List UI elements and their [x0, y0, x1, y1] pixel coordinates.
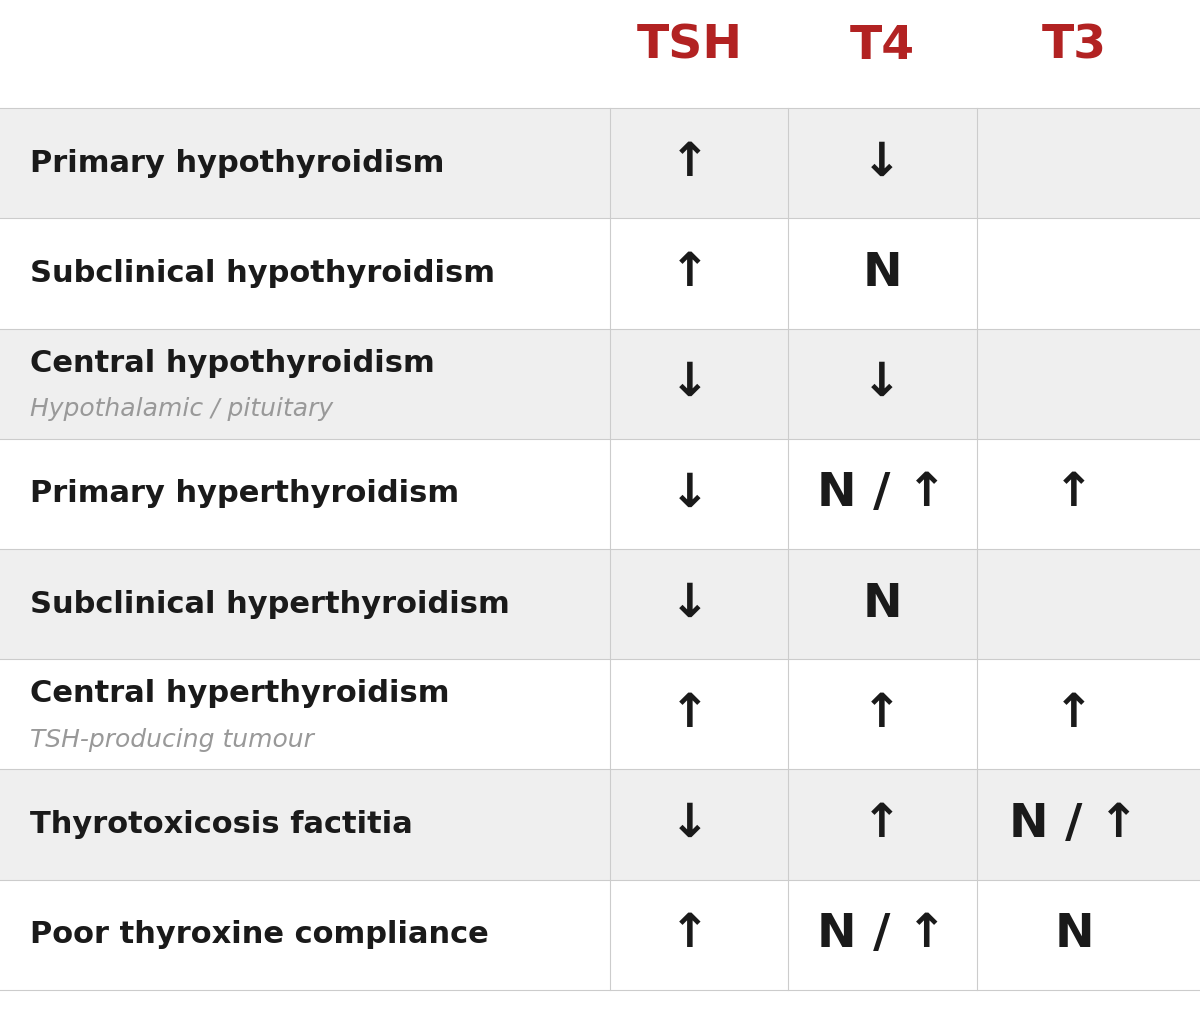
Text: T4: T4	[850, 24, 914, 69]
Text: Hypothalamic / pituitary: Hypothalamic / pituitary	[30, 398, 334, 421]
Text: ↑: ↑	[670, 141, 710, 185]
Text: Central hypothyroidism: Central hypothyroidism	[30, 348, 434, 378]
Text: N: N	[1054, 913, 1094, 957]
Text: TSH-producing tumour: TSH-producing tumour	[30, 728, 314, 752]
Text: TSH: TSH	[637, 24, 743, 69]
FancyBboxPatch shape	[0, 549, 1200, 659]
Text: ↑: ↑	[862, 692, 902, 736]
Text: ↓: ↓	[670, 362, 710, 406]
FancyBboxPatch shape	[0, 769, 1200, 880]
FancyBboxPatch shape	[0, 108, 1200, 218]
Text: N / ↑: N / ↑	[1009, 802, 1139, 847]
Text: N: N	[862, 582, 902, 626]
Text: Primary hypothyroidism: Primary hypothyroidism	[30, 148, 444, 178]
Text: ↑: ↑	[670, 692, 710, 736]
Text: ↑: ↑	[862, 802, 902, 847]
Text: N / ↑: N / ↑	[817, 913, 947, 957]
Text: T3: T3	[1042, 24, 1106, 69]
Text: Subclinical hypothyroidism: Subclinical hypothyroidism	[30, 259, 496, 288]
FancyBboxPatch shape	[0, 329, 1200, 439]
FancyBboxPatch shape	[0, 880, 1200, 990]
Text: ↓: ↓	[670, 472, 710, 516]
Text: Central hyperthyroidism: Central hyperthyroidism	[30, 679, 450, 709]
Text: N: N	[862, 251, 902, 296]
Text: ↑: ↑	[1054, 692, 1094, 736]
Text: Subclinical hyperthyroidism: Subclinical hyperthyroidism	[30, 589, 510, 619]
Text: ↓: ↓	[862, 362, 902, 406]
FancyBboxPatch shape	[0, 659, 1200, 769]
Text: ↑: ↑	[1054, 472, 1094, 516]
Text: ↓: ↓	[862, 141, 902, 185]
Text: Poor thyroxine compliance: Poor thyroxine compliance	[30, 920, 488, 950]
FancyBboxPatch shape	[0, 218, 1200, 329]
Text: ↑: ↑	[670, 251, 710, 296]
Text: ↓: ↓	[670, 582, 710, 626]
Text: ↑: ↑	[670, 913, 710, 957]
Text: Thyrotoxicosis factitia: Thyrotoxicosis factitia	[30, 810, 413, 839]
Text: ↓: ↓	[670, 802, 710, 847]
Text: Primary hyperthyroidism: Primary hyperthyroidism	[30, 479, 460, 509]
Text: N / ↑: N / ↑	[817, 472, 947, 516]
FancyBboxPatch shape	[0, 439, 1200, 549]
